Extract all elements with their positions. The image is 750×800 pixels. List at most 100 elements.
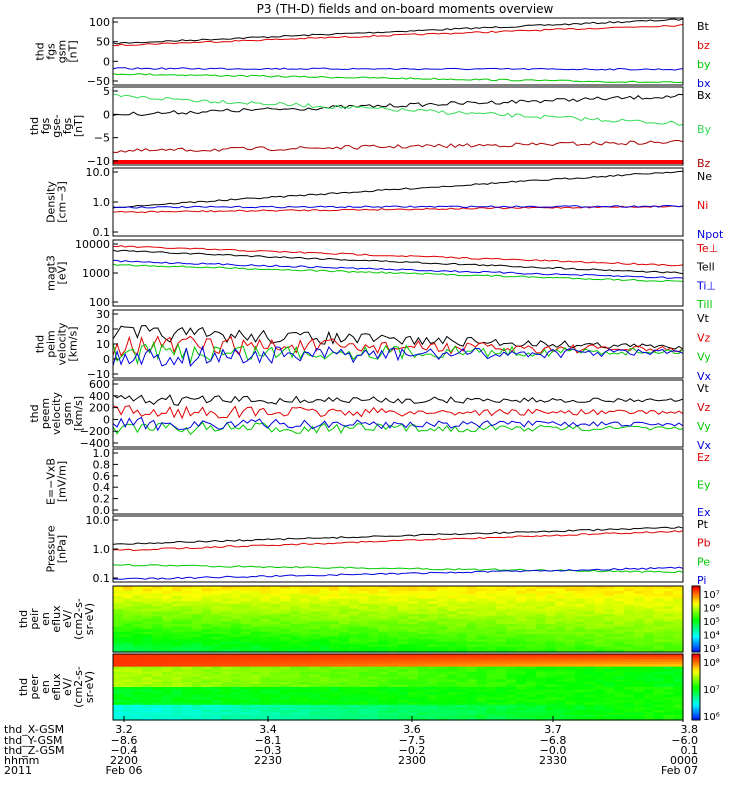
heatmap-cell [378,588,389,592]
heatmap-cell [427,631,438,635]
heatmap-cell [515,626,527,630]
y-tick-label: −10 [87,155,110,168]
heatmap-cell [142,641,153,645]
heatmap-cell [535,661,547,665]
heatmap-cell [299,649,311,653]
heatmap-cell [191,586,203,590]
heatmap-cell [437,631,448,635]
heatmap-cell [447,626,458,630]
heatmap-cell [201,681,212,686]
heatmap-cell [417,596,429,600]
heatmap-cell [388,646,399,651]
heatmap-cell [486,674,497,678]
heatmap-cell [171,624,183,628]
heatmap-cell [437,669,448,673]
heatmap-cell [466,679,478,683]
heatmap-cell [309,661,320,665]
heatmap-cell [643,624,655,628]
heatmap-cell [555,702,566,706]
heatmap-cell [525,613,537,618]
heatmap-cell [181,613,193,618]
heatmap-cell [378,656,389,660]
heatmap-cell [280,608,291,612]
series-line-Ne [112,170,684,209]
heatmap-cell [496,593,507,597]
heatmap-cell [614,631,625,635]
heatmap-cell [604,619,615,623]
heatmap-cell [319,666,330,670]
heatmap-cell [486,636,497,640]
heatmap-cell [574,588,586,592]
heatmap-cell [496,586,507,590]
heatmap-cell [476,717,488,721]
heatmap-cell [476,687,488,691]
heatmap-cell [368,669,379,673]
heatmap-cell [496,636,507,640]
heatmap-cell [447,659,458,663]
x-tick-label: −0.0 [540,744,567,757]
heatmap-cell [476,674,488,678]
heatmap-cell [506,702,517,706]
heatmap-cell [201,687,212,691]
heatmap-cell [437,596,448,600]
heatmap-cell [574,626,586,630]
heatmap-cell [427,636,438,640]
heatmap-cell [565,666,576,670]
heatmap-cell [486,664,497,668]
heatmap-cell [653,603,664,607]
heatmap-cell [270,631,281,635]
heatmap-cell [447,596,458,600]
heatmap-cell [486,626,497,630]
heatmap-cell [624,629,635,633]
heatmap-cell [211,586,222,590]
legend-label-bx: bx [697,77,711,90]
heatmap-cell [594,639,605,643]
heatmap-cell [171,714,183,719]
y-tick-label: 10.0 [86,166,111,179]
heatmap-cell [584,644,596,648]
heatmap-cell [447,709,458,713]
heatmap-cell [486,606,497,610]
heatmap-cell [329,616,340,620]
heatmap-cell [260,659,271,663]
heatmap-cell [221,681,232,686]
series-line-Vt [112,394,684,406]
heatmap-cell [358,692,370,696]
heatmap-cell [447,664,458,668]
heatmap-cell [427,656,438,660]
heatmap-cell [565,639,576,643]
heatmap-cell [358,704,370,708]
heatmap-cell [221,659,232,663]
heatmap-cell [201,692,212,696]
y-axis-label-line: peem [39,398,52,429]
heatmap-cell [614,689,625,693]
heatmap-cell [162,671,173,675]
heatmap-cell [132,603,144,607]
heatmap-cell [653,639,664,643]
heatmap-cell [486,666,497,670]
heatmap-cell [191,714,203,719]
heatmap-cell [378,697,389,701]
heatmap-cell [515,707,527,711]
heatmap-cell [535,694,547,698]
heatmap-cell [447,613,458,618]
heatmap-cell [604,644,615,648]
heatmap-cell [339,624,350,628]
heatmap-cell [476,641,488,645]
heatmap-cell [309,689,320,693]
heatmap-cell [191,588,203,592]
heatmap-cell [486,588,497,592]
heatmap-cell [201,636,212,640]
heatmap-cell [437,661,448,665]
heatmap-cell [280,593,291,597]
heatmap-cell [614,613,625,618]
heatmap-cell [191,671,203,675]
y-axis-label-line: [eV] [56,262,69,285]
heatmap-cell [152,639,163,643]
heatmap-cell [142,596,153,600]
heatmap-cell [633,694,645,698]
heatmap-cell [280,694,291,698]
heatmap-cell [476,699,488,703]
heatmap-cell [299,702,311,706]
